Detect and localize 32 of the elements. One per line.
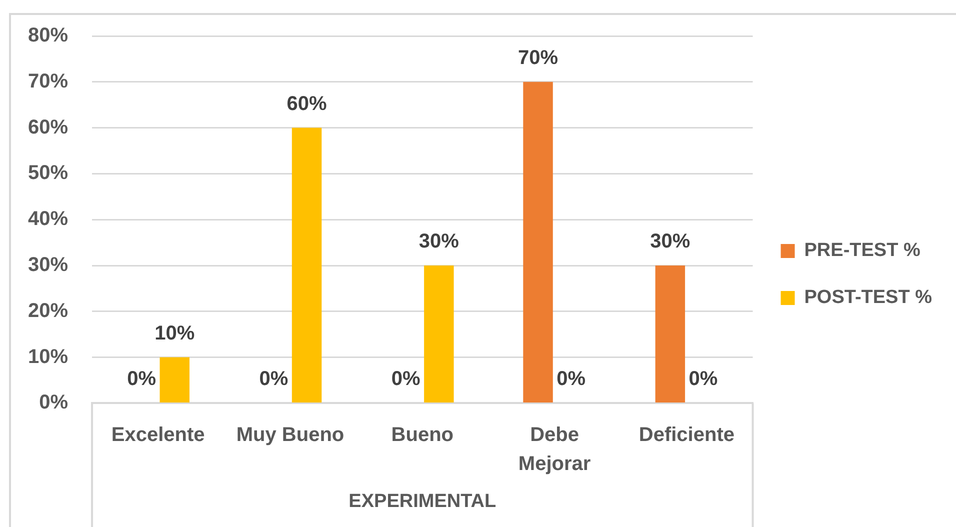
y-tick-label: 20% (28, 300, 68, 322)
data-label: 30% (418, 230, 460, 252)
y-tick-label: 50% (28, 162, 68, 184)
y-tick-label: 40% (28, 208, 68, 230)
y-tick-label: 70% (28, 70, 68, 92)
data-label: 70% (518, 46, 558, 69)
bar (424, 266, 454, 402)
data-label: 30% (650, 230, 690, 252)
y-tick-label: 30% (28, 254, 68, 276)
bar (523, 82, 553, 402)
bar (655, 266, 686, 402)
x-tick-label: Excelente (111, 424, 205, 446)
data-label: 0% (259, 368, 288, 390)
data-label: 0% (688, 368, 718, 390)
data-label: 0% (127, 368, 156, 390)
x-tick-label: Debe Mejorar (518, 424, 591, 476)
legend-label: PRE-TEST % (804, 240, 920, 262)
x-tick-label: Bueno (391, 424, 454, 446)
y-tick-label: 0% (39, 392, 68, 414)
data-label: 0% (556, 368, 586, 390)
bar (160, 357, 190, 402)
x-axis-title: EXPERIMENTAL (348, 490, 497, 512)
data-label: 0% (391, 368, 421, 390)
x-tick-label: Deficiente (638, 424, 734, 446)
x-tick-label: Muy Bueno (236, 424, 344, 446)
data-label: 60% (286, 92, 327, 115)
legend-label: POST-TEST % (804, 287, 932, 308)
y-tick-label: 10% (28, 346, 68, 368)
bar (292, 128, 322, 402)
data-label: 10% (154, 322, 195, 344)
y-tick-label: 60% (28, 116, 68, 138)
y-tick-label: 80% (28, 24, 68, 47)
